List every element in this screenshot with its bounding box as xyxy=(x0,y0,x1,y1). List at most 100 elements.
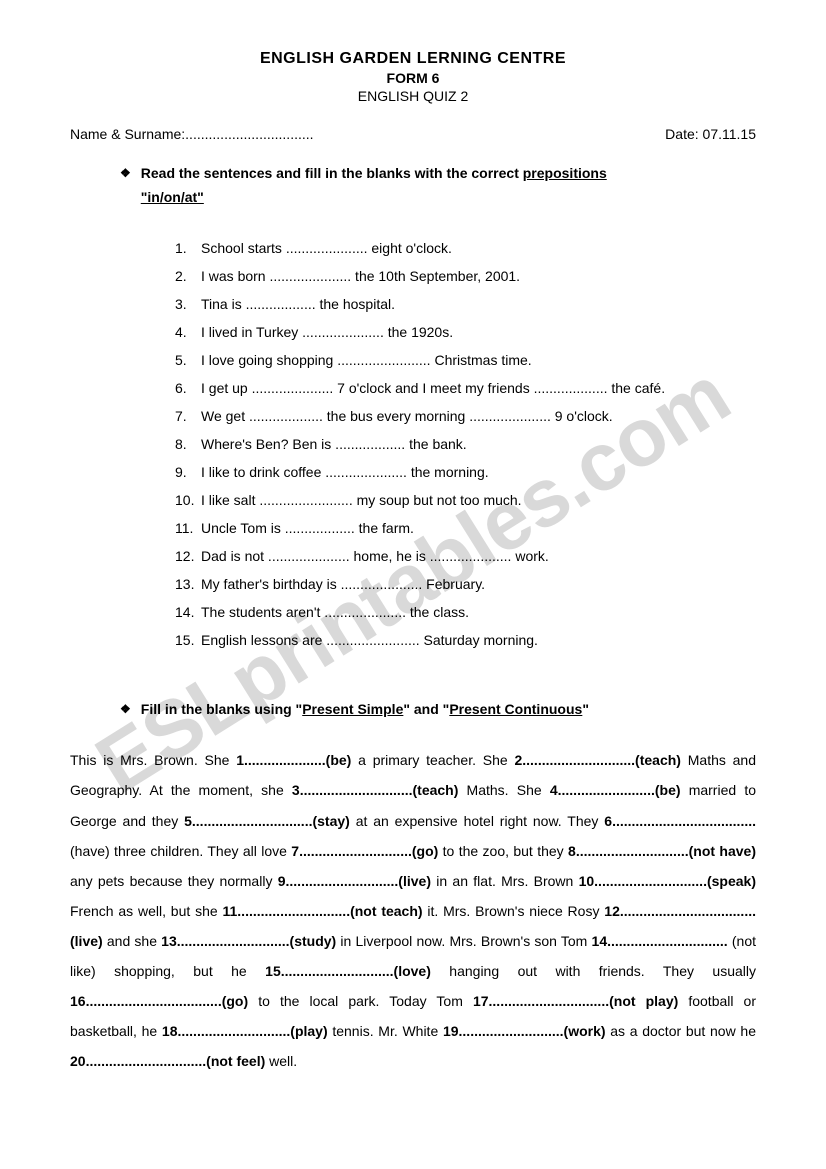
question-item: 10.I like salt ........................ … xyxy=(175,486,736,514)
text-segment: and she xyxy=(103,933,161,949)
blank-segment: 6..................................... xyxy=(604,813,756,829)
instr-underline-2: "in/on/at" xyxy=(141,189,204,205)
name-dots: ................................. xyxy=(185,126,313,142)
blank-segment: 2.............................(teach) xyxy=(514,752,680,768)
blank-segment: 5...............................(stay) xyxy=(184,813,350,829)
question-text: Dad is not ..................... home, h… xyxy=(201,542,549,570)
blank-segment: 10.............................(speak) xyxy=(579,873,756,889)
question-text: Tina is .................. the hospital. xyxy=(201,290,395,318)
blank-segment: 20...............................(not fe… xyxy=(70,1053,265,1069)
section-2-instruction: ❖ Fill in the blanks using "Present Simp… xyxy=(120,698,736,722)
question-number: 11. xyxy=(175,514,201,542)
question-text: I love going shopping ..................… xyxy=(201,346,532,374)
name-field: Name & Surname:.........................… xyxy=(70,126,314,142)
blank-segment: 1.....................(be) xyxy=(236,752,351,768)
question-number: 6. xyxy=(175,374,201,402)
question-item: 1.School starts ..................... ei… xyxy=(175,234,736,262)
question-number: 4. xyxy=(175,318,201,346)
date-label: Date: xyxy=(665,126,698,142)
question-number: 14. xyxy=(175,598,201,626)
form-subtitle: FORM 6 xyxy=(70,70,756,86)
text-segment: in Liverpool now. Mrs. Brown's son Tom xyxy=(336,933,591,949)
instr2-u2: Present Continuous xyxy=(449,701,582,717)
section-1-instruction: ❖ Read the sentences and fill in the bla… xyxy=(120,162,736,210)
question-item: 7.We get ................... the bus eve… xyxy=(175,402,736,430)
text-segment: to the local park. Today Tom xyxy=(248,993,473,1009)
question-number: 15. xyxy=(175,626,201,654)
blank-segment: 3.............................(teach) xyxy=(292,782,458,798)
question-text: English lessons are ....................… xyxy=(201,626,538,654)
blank-segment: 16...................................(go… xyxy=(70,993,248,1009)
question-item: 12.Dad is not ..................... home… xyxy=(175,542,736,570)
fill-paragraph: This is Mrs. Brown. She 1...............… xyxy=(70,745,756,1076)
text-segment: hanging out with friends. They usually xyxy=(431,963,756,979)
blank-segment: 17...............................(not pl… xyxy=(473,993,678,1009)
blank-segment: 13.............................(study) xyxy=(161,933,336,949)
question-item: 6.I get up ..................... 7 o'clo… xyxy=(175,374,736,402)
text-segment: to the zoo, but they xyxy=(438,843,568,859)
date-field: Date: 07.11.15 xyxy=(665,126,756,142)
main-title: ENGLISH GARDEN LERNING CENTRE xyxy=(70,50,756,68)
name-label: Name & Surname: xyxy=(70,126,185,142)
question-number: 10. xyxy=(175,486,201,514)
meta-row: Name & Surname:.........................… xyxy=(70,126,756,142)
blank-segment: 19...........................(work) xyxy=(443,1023,606,1039)
question-item: 13.My father's birthday is .............… xyxy=(175,570,736,598)
question-number: 7. xyxy=(175,402,201,430)
page-content: ENGLISH GARDEN LERNING CENTRE FORM 6 ENG… xyxy=(0,0,826,1116)
question-text: I lived in Turkey ..................... … xyxy=(201,318,453,346)
text-segment: tennis. Mr. White xyxy=(328,1023,443,1039)
question-number: 13. xyxy=(175,570,201,598)
question-text: Uncle Tom is .................. the farm… xyxy=(201,514,414,542)
blank-segment: 7.............................(go) xyxy=(291,843,438,859)
blank-segment: 9.............................(live) xyxy=(278,873,431,889)
question-item: 3.Tina is .................. the hospita… xyxy=(175,290,736,318)
question-text: School starts ..................... eigh… xyxy=(201,234,452,262)
instr-pre: Read the sentences and fill in the blank… xyxy=(141,165,523,181)
question-text: The students aren't ....................… xyxy=(201,598,469,626)
document-header: ENGLISH GARDEN LERNING CENTRE FORM 6 ENG… xyxy=(70,50,756,104)
question-text: My father's birthday is ................… xyxy=(201,570,485,598)
question-text: I was born ..................... the 10t… xyxy=(201,262,520,290)
question-item: 8.Where's Ben? Ben is ..................… xyxy=(175,430,736,458)
question-number: 5. xyxy=(175,346,201,374)
instruction-text: Read the sentences and fill in the blank… xyxy=(141,162,607,210)
question-item: 4.I lived in Turkey ....................… xyxy=(175,318,736,346)
text-segment: This is Mrs. Brown. She xyxy=(70,752,236,768)
text-segment: French as well, but she xyxy=(70,903,222,919)
bullet-icon: ❖ xyxy=(120,698,131,722)
question-text: Where's Ben? Ben is .................. t… xyxy=(201,430,467,458)
text-segment: it. Mrs. Brown's niece Rosy xyxy=(423,903,605,919)
text-segment: at an expensive hotel right now. They xyxy=(350,813,604,829)
blank-segment: 18.............................(play) xyxy=(162,1023,328,1039)
bullet-icon: ❖ xyxy=(120,162,131,210)
question-text: I like to drink coffee .................… xyxy=(201,458,489,486)
section-1: ❖ Read the sentences and fill in the bla… xyxy=(120,162,736,654)
question-number: 1. xyxy=(175,234,201,262)
blank-segment: 4.........................(be) xyxy=(550,782,681,798)
question-number: 9. xyxy=(175,458,201,486)
instr2-mid: " and " xyxy=(403,701,449,717)
instr-underline-1: prepositions xyxy=(523,165,607,181)
instr2-post: " xyxy=(582,701,589,717)
text-segment: in an flat. Mrs. Brown xyxy=(431,873,579,889)
question-item: 9.I like to drink coffee ...............… xyxy=(175,458,736,486)
instruction-text-2: Fill in the blanks using "Present Simple… xyxy=(141,698,589,722)
question-number: 8. xyxy=(175,430,201,458)
text-segment: well. xyxy=(265,1053,297,1069)
section-2: ❖ Fill in the blanks using "Present Simp… xyxy=(120,698,736,1077)
question-item: 5.I love going shopping ................… xyxy=(175,346,736,374)
question-item: 11.Uncle Tom is .................. the f… xyxy=(175,514,736,542)
quiz-subtitle: ENGLISH QUIZ 2 xyxy=(70,88,756,104)
blank-segment: 15.............................(love) xyxy=(265,963,431,979)
instr2-pre: Fill in the blanks using " xyxy=(141,701,302,717)
question-text: I get up ..................... 7 o'clock… xyxy=(201,374,665,402)
blank-segment: 8.............................(not have) xyxy=(568,843,756,859)
question-item: 15.English lessons are .................… xyxy=(175,626,736,654)
text-segment: Maths. She xyxy=(458,782,549,798)
blank-segment: 11.............................(not teac… xyxy=(222,903,422,919)
text-segment: any pets because they normally xyxy=(70,873,278,889)
question-number: 12. xyxy=(175,542,201,570)
text-segment: a primary teacher. She xyxy=(351,752,514,768)
question-list: 1.School starts ..................... ei… xyxy=(175,234,736,654)
